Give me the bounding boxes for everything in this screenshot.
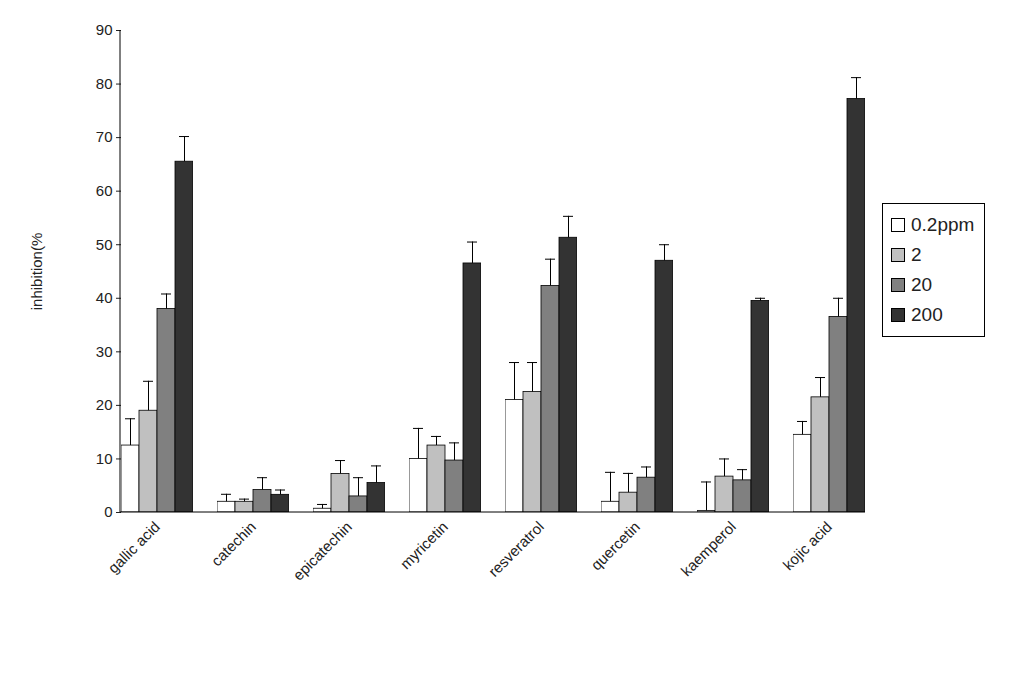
html-text:2: 2: [911, 244, 922, 265]
svg-text:30: 30: [96, 343, 113, 360]
svg-text:10: 10: [96, 450, 113, 467]
svg-text:40: 40: [96, 289, 113, 306]
html-text:20: 20: [911, 274, 933, 295]
svg-text:epicatechin: epicatechin: [289, 518, 355, 584]
html-text:0.2ppm: 0.2ppm: [911, 214, 975, 235]
svg-text:80: 80: [96, 75, 113, 92]
svg-text:kojic acid: kojic acid: [779, 518, 835, 574]
svg-text:70: 70: [96, 128, 113, 145]
svg-text:kaemperol: kaemperol: [677, 518, 739, 580]
svg-text:90: 90: [96, 21, 113, 38]
svg-text:resveratrol: resveratrol: [485, 518, 547, 580]
svg-text:60: 60: [96, 182, 113, 199]
svg-text:catechin: catechin: [207, 518, 259, 570]
svg-text:quercetin: quercetin: [587, 518, 643, 574]
svg-text:myricetin: myricetin: [397, 518, 451, 572]
svg-text:inhibition(%: inhibition(%: [28, 233, 45, 311]
svg-text:gallic acid: gallic acid: [104, 518, 163, 577]
svg-text:0: 0: [104, 503, 112, 520]
html-text:200: 200: [911, 304, 943, 325]
svg-text:50: 50: [96, 236, 113, 253]
svg-text:20: 20: [96, 396, 113, 413]
